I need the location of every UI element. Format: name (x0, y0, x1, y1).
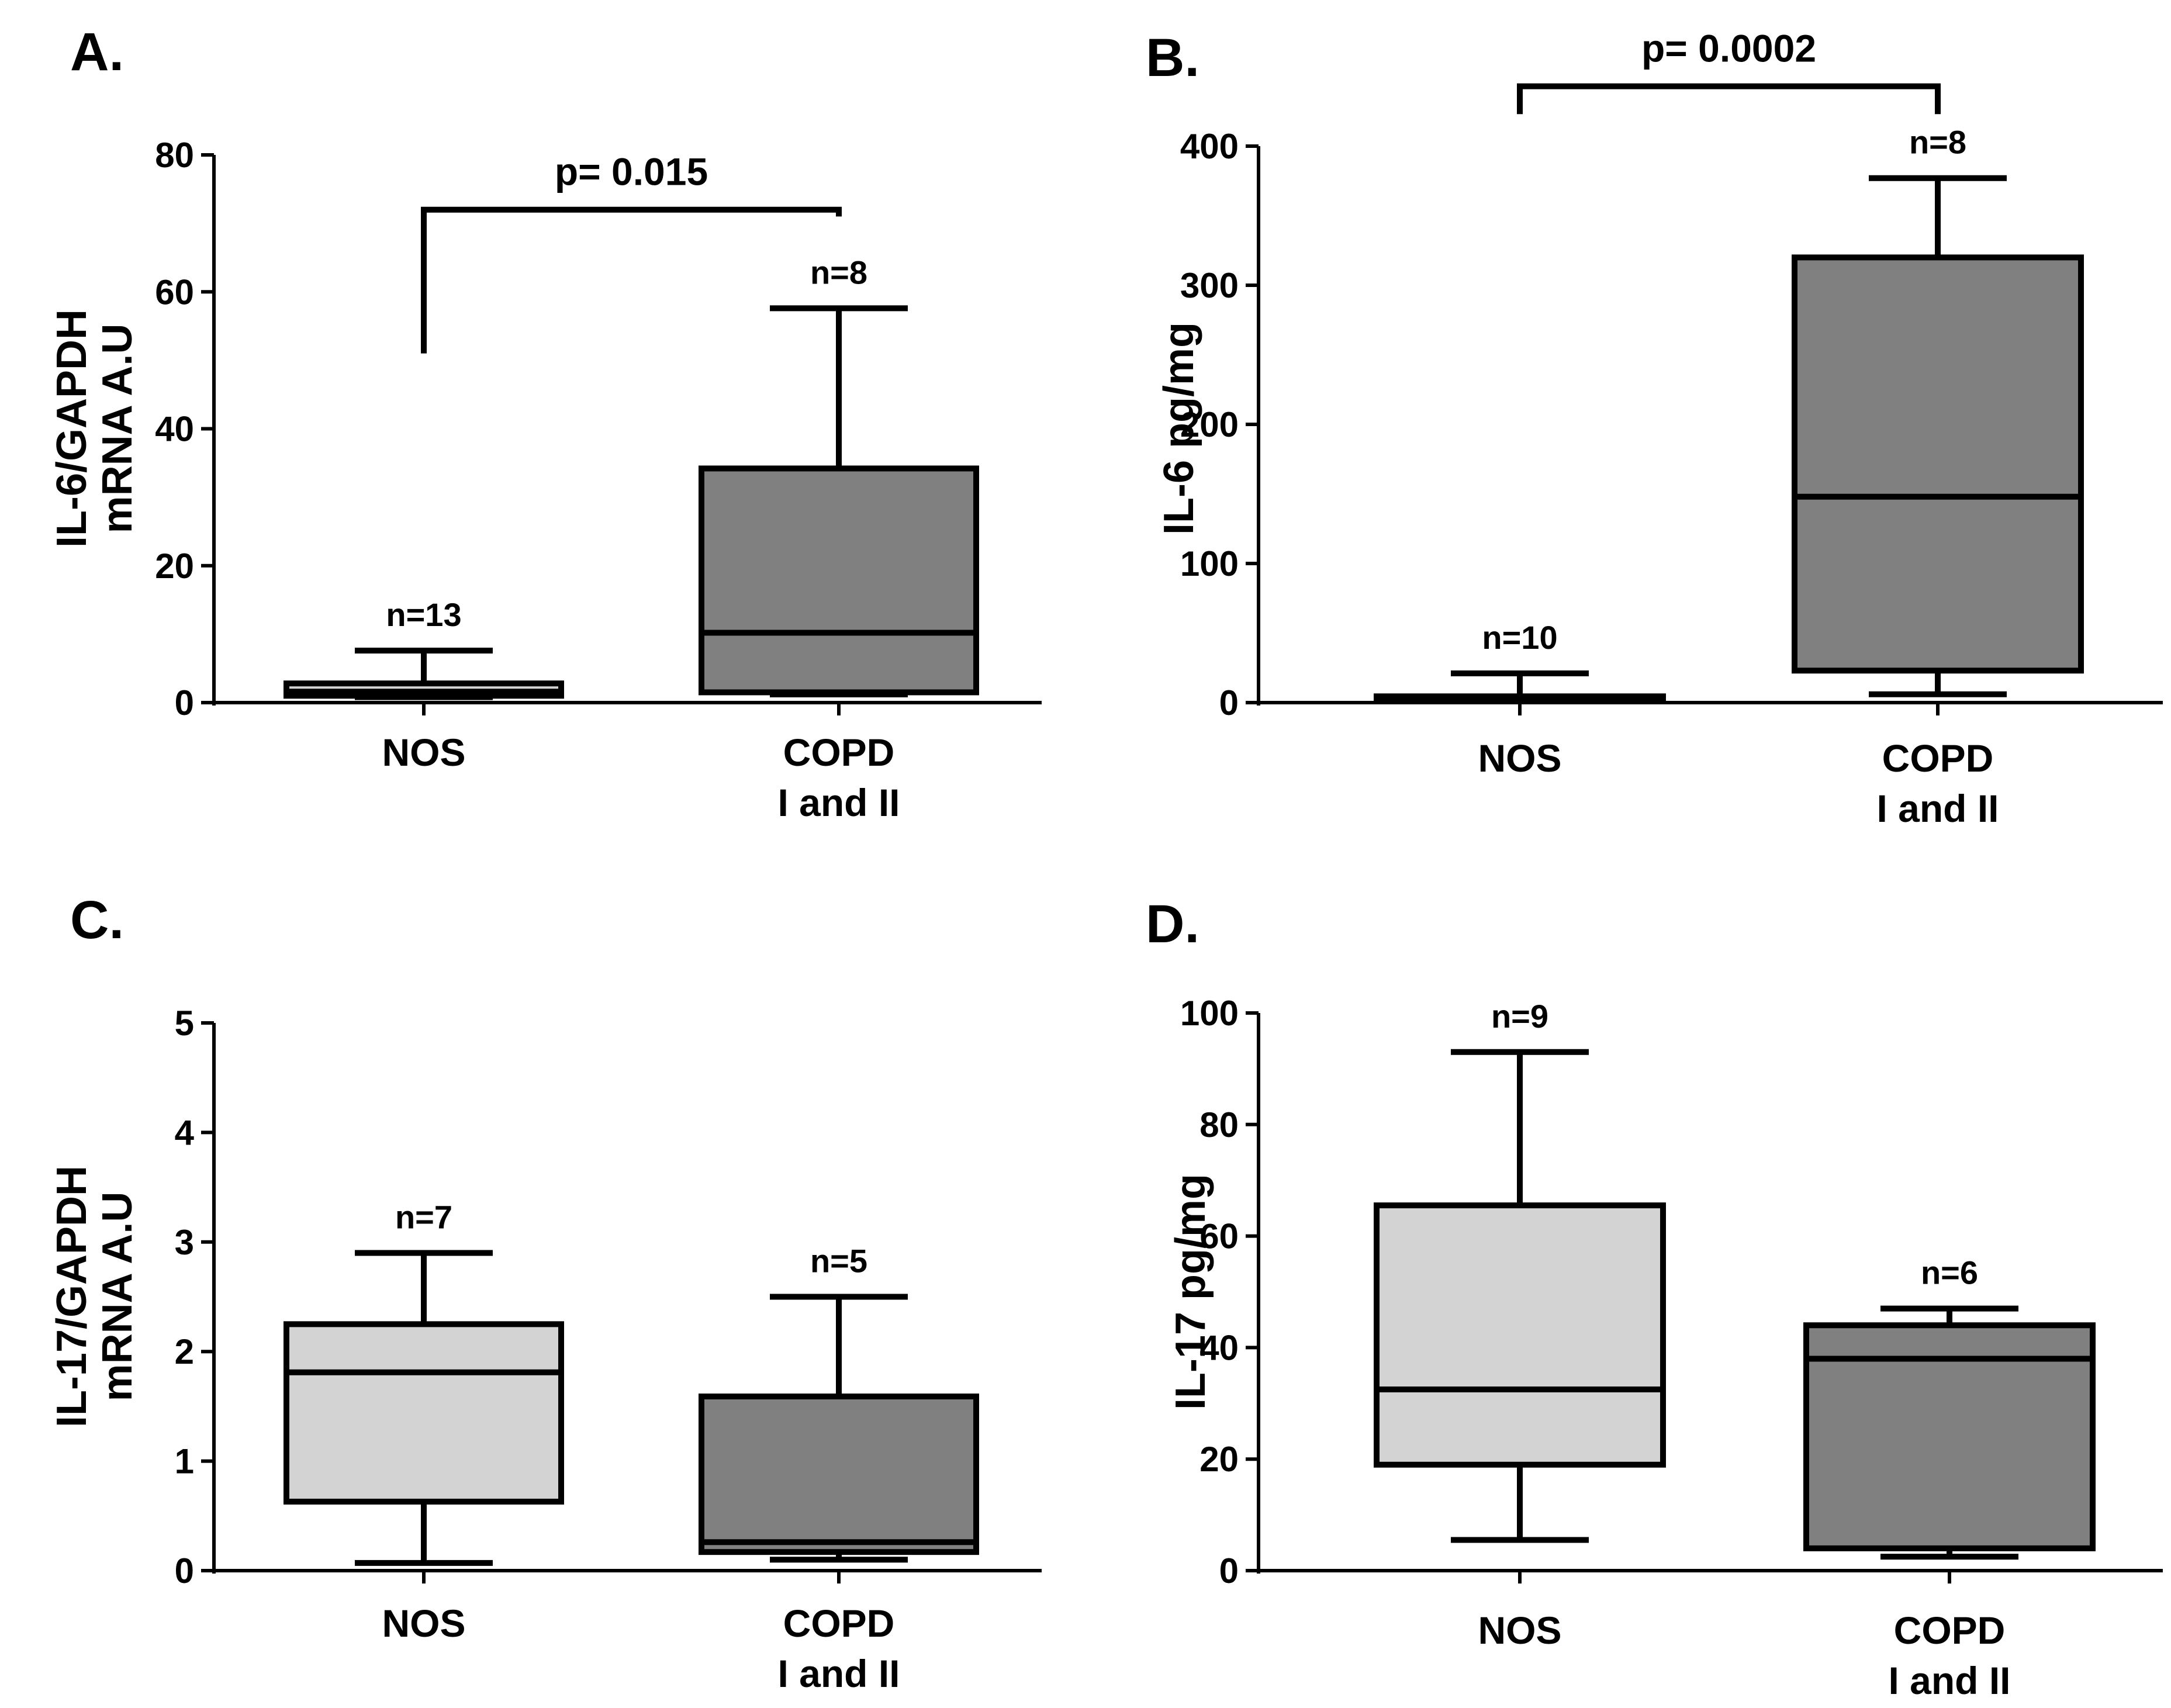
sample-size-label: n=7 (395, 1199, 452, 1236)
y-axis-label-line: mRNA A.U (94, 1192, 141, 1402)
significance-bracket (421, 206, 842, 354)
p-value-label: p= 0.015 (555, 150, 708, 193)
box-iqr (1374, 1202, 1666, 1468)
sample-size-label: n=10 (1482, 619, 1557, 656)
y-tick-label: 400 (1180, 127, 1239, 166)
y-axis-label: IL-6 pg/mg (1156, 322, 1202, 535)
y-axis-label-line: IL-17 pg/mg (1167, 1174, 1214, 1410)
y-tick-label: 0 (175, 683, 194, 722)
y-tick-label: 4 (175, 1113, 195, 1152)
y-tick-label: 40 (1199, 1328, 1239, 1367)
chart-panel-2: B. 0 100 200 300 400 IL-6 pg/mg NOS COPD I and II… (1146, 27, 2163, 830)
y-tick-label: 20 (155, 547, 194, 586)
panel-letter: D. (1146, 894, 1199, 954)
significance-bracket (1517, 83, 1941, 115)
y-tick-label: 0 (1219, 1551, 1239, 1591)
sample-size-label: n=8 (1909, 124, 1966, 161)
y-tick-label: 80 (155, 136, 194, 175)
category-label: I and II (777, 781, 900, 824)
y-axis-label-line: IL-6 pg/mg (1156, 322, 1202, 535)
panel-letter: A. (70, 22, 124, 82)
box-iqr (1792, 254, 2084, 674)
y-tick-label: 5 (175, 1004, 194, 1043)
y-tick-label: 60 (1199, 1217, 1239, 1256)
y-tick-label: 0 (175, 1551, 194, 1591)
p-value-label: p= 0.0002 (1641, 27, 1816, 70)
category-label: I and II (777, 1652, 900, 1695)
sample-size-label: n=6 (1921, 1254, 1978, 1291)
category-label: NOS (1478, 737, 1561, 780)
y-tick-label: 80 (1199, 1105, 1239, 1145)
sample-size-label: n=13 (386, 596, 461, 633)
panel-letter: C. (70, 890, 124, 950)
box-iqr (284, 1321, 564, 1505)
y-axis-label-line: IL-17/GAPDH (49, 1166, 95, 1427)
box-iqr (1803, 1322, 2096, 1551)
category-label: COPD (1882, 737, 1994, 780)
panel-letter: B. (1146, 28, 1199, 88)
y-tick-label: 20 (1199, 1440, 1239, 1479)
category-label: NOS (382, 1602, 465, 1645)
y-axis-label-line: IL-6/GAPDH (49, 309, 95, 548)
category-label: COPD (1894, 1609, 2006, 1652)
y-tick-label: 0 (1219, 683, 1239, 722)
y-tick-label: 1 (175, 1442, 194, 1481)
box-iqr (699, 1394, 979, 1555)
box-iqr (699, 465, 979, 696)
y-tick-label: 100 (1180, 544, 1239, 583)
y-axis-label-line: mRNA A.U (94, 324, 141, 534)
sample-size-label: n=8 (810, 254, 867, 291)
chart-panel-4: D. 0 20 40 60 80 100 IL-17 pg/mg NOS COPD I and II… (1146, 894, 2163, 1702)
y-tick-label: 40 (155, 410, 194, 449)
y-tick-label: 2 (175, 1332, 194, 1371)
sample-size-label: n=5 (810, 1243, 867, 1280)
category-label: I and II (1876, 787, 1999, 830)
category-label: I and II (1888, 1659, 2010, 1702)
y-tick-label: 200 (1180, 405, 1239, 444)
category-label: NOS (1478, 1609, 1561, 1652)
y-tick-label: 3 (175, 1223, 194, 1262)
category-label: COPD (783, 731, 895, 774)
y-tick-label: 60 (155, 272, 194, 312)
sample-size-label: n=9 (1491, 998, 1548, 1035)
y-tick-label: 100 (1180, 994, 1239, 1033)
y-axis-label: IL-17 pg/mg (1167, 1174, 1214, 1410)
y-tick-label: 300 (1180, 266, 1239, 305)
category-label: NOS (382, 731, 465, 774)
category-label: COPD (783, 1602, 895, 1645)
